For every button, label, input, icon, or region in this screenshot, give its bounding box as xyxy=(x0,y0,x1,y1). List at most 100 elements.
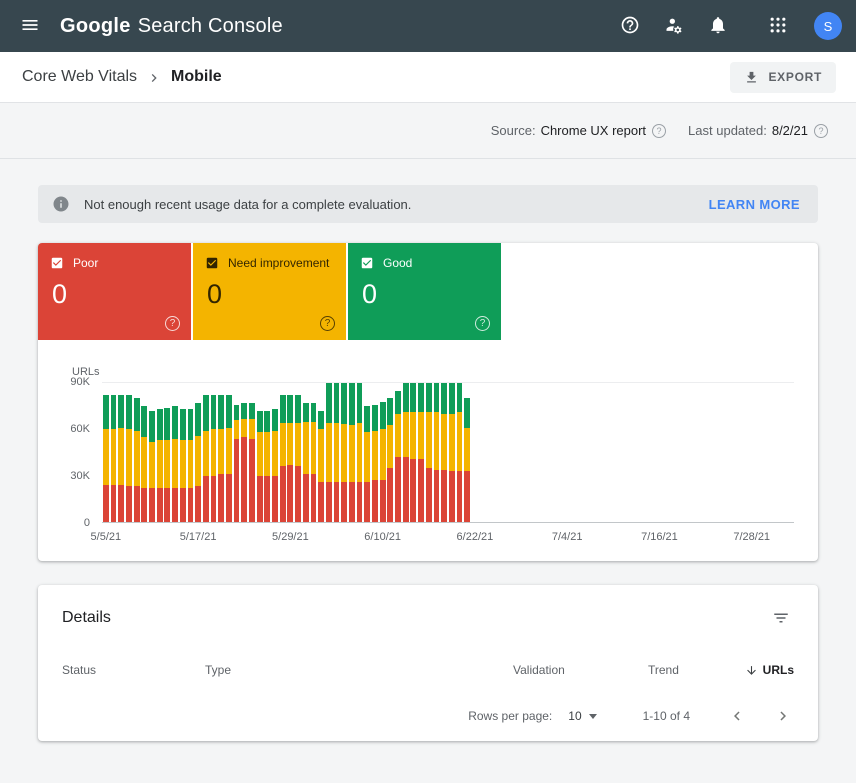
chart-bar[interactable] xyxy=(133,383,140,522)
notifications-button[interactable] xyxy=(698,6,738,46)
chart-bar[interactable] xyxy=(195,383,202,522)
bar-segment-need_improvement xyxy=(156,440,163,489)
apps-button[interactable] xyxy=(758,6,798,46)
bar-segment-poor xyxy=(425,467,432,522)
column-header-urls[interactable]: URLs xyxy=(745,663,794,677)
chart-bar[interactable] xyxy=(164,383,171,522)
chart-bar[interactable] xyxy=(341,383,348,522)
previous-page-button[interactable] xyxy=(726,705,748,727)
chart-bar[interactable] xyxy=(102,383,109,522)
chart-bar[interactable] xyxy=(279,383,286,522)
help-icon[interactable]: ? xyxy=(165,316,180,331)
chart-bar[interactable] xyxy=(410,383,417,522)
chart-bar[interactable] xyxy=(179,383,186,522)
bar-segment-good xyxy=(341,383,348,425)
help-icon[interactable]: ? xyxy=(475,316,490,331)
chart-bar[interactable] xyxy=(110,383,117,522)
chart-bar[interactable] xyxy=(187,383,194,522)
next-page-button[interactable] xyxy=(772,705,794,727)
chart-bar[interactable] xyxy=(441,382,448,522)
chart-bar[interactable] xyxy=(356,383,363,522)
column-header-status[interactable]: Status xyxy=(62,663,97,677)
bar-segment-good xyxy=(325,383,332,424)
chart-bar[interactable] xyxy=(210,383,217,522)
bar-segment-good xyxy=(202,395,209,431)
chart-bar[interactable] xyxy=(448,383,455,522)
user-settings-button[interactable] xyxy=(654,6,694,46)
chart-bar[interactable] xyxy=(241,383,248,522)
chart-bar[interactable] xyxy=(433,383,440,522)
status-card-need-improvement[interactable]: Need improvement 0 ? xyxy=(193,243,346,340)
chart-bar[interactable] xyxy=(464,383,471,522)
chart-bar[interactable] xyxy=(202,383,209,522)
bar-segment-need_improvement xyxy=(302,421,309,475)
chart-bar[interactable] xyxy=(425,383,432,522)
rows-per-page-select[interactable]: 10 xyxy=(568,709,597,723)
chart-bar[interactable] xyxy=(218,383,225,522)
chart-card: Poor 0 ? Need improvement 0 ? xyxy=(38,243,818,561)
chart-bar[interactable] xyxy=(256,383,263,522)
help-icon[interactable]: ? xyxy=(652,123,667,138)
bar-segment-good xyxy=(172,406,178,439)
chart-bar[interactable] xyxy=(125,383,132,522)
chart-bar[interactable] xyxy=(118,383,125,522)
chart-bar[interactable] xyxy=(172,383,178,522)
chart-bar[interactable] xyxy=(456,383,463,522)
bar-segment-need_improvement xyxy=(187,440,194,489)
bar-segment-need_improvement xyxy=(241,418,248,438)
help-icon[interactable]: ? xyxy=(814,123,828,138)
bar-segment-good xyxy=(372,404,378,431)
chart-bar[interactable] xyxy=(387,383,394,522)
menu-button[interactable] xyxy=(10,6,50,46)
chart-bar[interactable] xyxy=(225,383,232,522)
bar-segment-poor xyxy=(110,484,117,522)
account-avatar[interactable]: S xyxy=(814,12,842,40)
chart-bar[interactable] xyxy=(364,383,371,522)
chart-bar[interactable] xyxy=(149,383,155,522)
column-header-validation[interactable]: Validation xyxy=(513,663,565,677)
chart-bar[interactable] xyxy=(333,383,340,522)
status-label: Need improvement xyxy=(228,256,330,270)
chart-bar[interactable] xyxy=(325,383,332,522)
chart-bar[interactable] xyxy=(402,383,409,522)
bar-segment-need_improvement xyxy=(225,427,232,475)
chart-bar[interactable] xyxy=(310,383,317,522)
filter-button[interactable] xyxy=(768,605,794,631)
chart-bar[interactable] xyxy=(318,383,325,522)
chart-bar[interactable] xyxy=(287,383,294,522)
column-header-type[interactable]: Type xyxy=(205,663,232,677)
apps-grid-icon xyxy=(768,15,788,38)
chart-bar[interactable] xyxy=(418,383,424,522)
chart-bar[interactable] xyxy=(395,383,401,522)
help-button[interactable] xyxy=(610,6,650,46)
learn-more-link[interactable]: LEARN MORE xyxy=(708,196,800,212)
bar-segment-need_improvement xyxy=(433,412,440,470)
chart-bar[interactable] xyxy=(249,383,255,522)
urls-trend-chart: URLs 90K 60K 30K 0 5/5/21 5/17/21 5/29/21 6… xyxy=(38,340,818,561)
help-icon[interactable]: ? xyxy=(320,316,335,331)
bar-segment-good xyxy=(210,395,217,430)
checkbox-checked-icon[interactable] xyxy=(50,256,64,270)
bar-segment-good xyxy=(302,403,309,422)
bar-segment-poor xyxy=(187,488,194,522)
column-header-trend[interactable]: Trend xyxy=(648,663,679,677)
chart-bar[interactable] xyxy=(348,383,355,522)
breadcrumb-core-web-vitals[interactable]: Core Web Vitals xyxy=(22,68,138,85)
checkbox-checked-icon[interactable] xyxy=(205,256,219,270)
checkbox-checked-icon[interactable] xyxy=(360,256,374,270)
chart-bar[interactable] xyxy=(233,383,240,522)
chart-bar[interactable] xyxy=(156,383,163,522)
chart-bar[interactable] xyxy=(264,383,271,522)
chart-bar[interactable] xyxy=(141,383,148,522)
status-card-good[interactable]: Good 0 ? xyxy=(348,243,501,340)
chart-bar[interactable] xyxy=(295,383,301,522)
chart-bar[interactable] xyxy=(272,383,278,522)
chart-bar[interactable] xyxy=(302,383,309,522)
logo-link[interactable]: Google Search Console xyxy=(60,15,283,38)
bar-segment-need_improvement xyxy=(464,427,471,472)
chart-bar[interactable] xyxy=(379,383,386,522)
bar-segment-good xyxy=(264,410,271,433)
status-card-poor[interactable]: Poor 0 ? xyxy=(38,243,191,340)
export-button[interactable]: EXPORT xyxy=(730,61,836,93)
chart-bar[interactable] xyxy=(372,383,378,522)
